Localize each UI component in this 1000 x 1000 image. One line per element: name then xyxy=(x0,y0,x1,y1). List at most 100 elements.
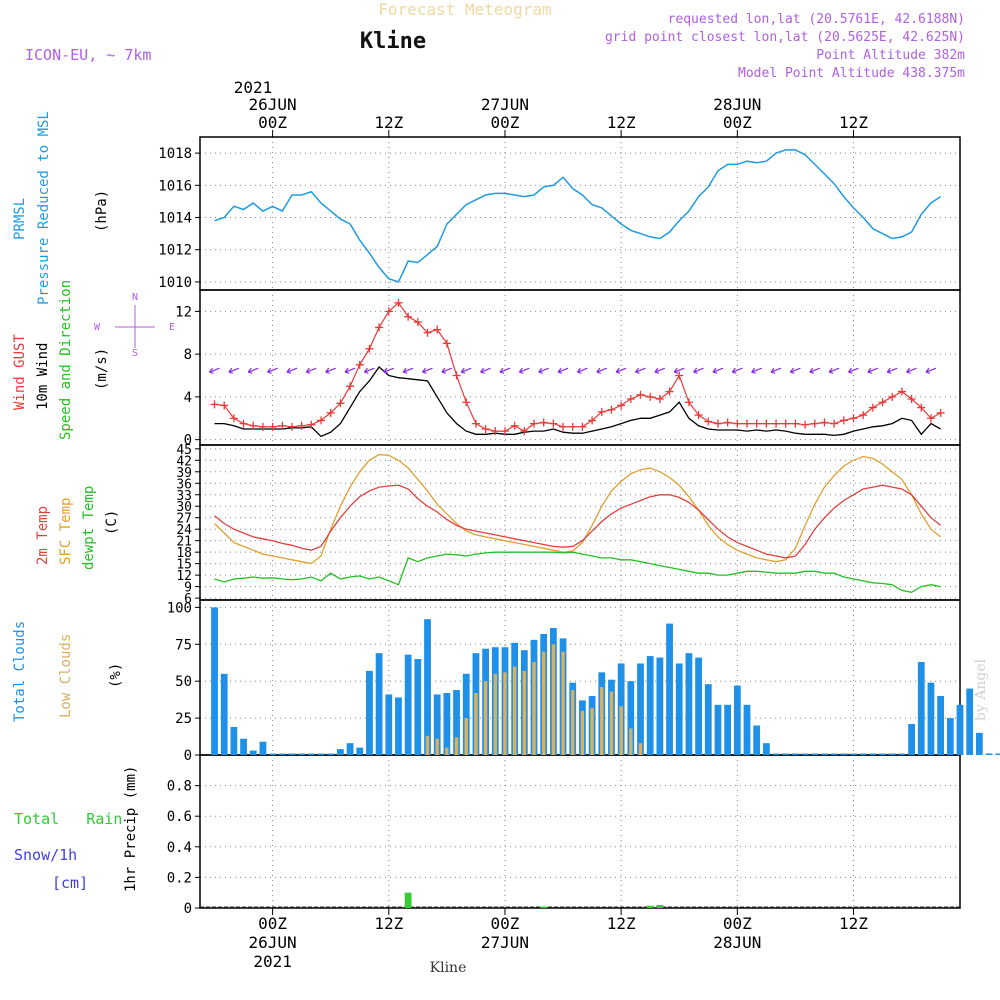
gust-marker xyxy=(258,422,267,431)
wind-arrow xyxy=(712,367,724,374)
y-tick-label: 39 xyxy=(176,466,192,481)
gust-marker xyxy=(752,419,761,428)
y-tick-label: 27 xyxy=(176,512,192,527)
wind-arrow xyxy=(499,367,511,374)
wind-arrow xyxy=(867,367,879,374)
gust-marker xyxy=(249,421,258,430)
gust-marker xyxy=(926,414,935,423)
wind-arrow xyxy=(209,367,220,374)
low-clouds-bar xyxy=(561,651,565,755)
gust-marker xyxy=(307,420,316,429)
y-tick-label: 15 xyxy=(176,558,192,573)
wind-arrow-icon xyxy=(693,367,704,374)
wind-arrow-icon xyxy=(557,367,569,374)
y-tick-label: 0.2 xyxy=(167,870,192,886)
gust-marker xyxy=(897,387,906,396)
wind-arrow-icon xyxy=(925,367,937,374)
total-clouds-bar xyxy=(211,607,218,755)
wind-label: 10m Wind xyxy=(35,343,51,410)
gust-marker xyxy=(917,403,926,412)
total-clouds-bar xyxy=(404,654,412,755)
total-clouds-bar xyxy=(801,753,809,755)
gust-marker xyxy=(394,298,403,307)
total-clouds-bar xyxy=(811,753,819,755)
total-clouds-bar xyxy=(462,673,470,755)
wind-arrow-icon xyxy=(731,367,743,374)
wind-arrow xyxy=(305,367,317,374)
bottom-time-label: 00Z xyxy=(723,914,752,933)
wind-arrow-icon xyxy=(886,367,898,374)
gust-marker xyxy=(510,421,519,430)
gust-marker xyxy=(791,419,800,428)
gust-marker xyxy=(413,318,422,327)
total-clouds-bar xyxy=(830,753,838,755)
gust-marker xyxy=(781,419,790,428)
wind-arrow-icon xyxy=(712,367,724,374)
low-clouds-bar xyxy=(445,747,449,755)
panel-frame xyxy=(199,136,961,291)
precip-unit: 1hr Precip (mm) xyxy=(123,766,139,892)
compass-w: W xyxy=(94,322,101,333)
low-clouds-bar xyxy=(503,672,507,755)
gust-marker xyxy=(326,408,335,417)
gust-marker xyxy=(549,419,558,428)
y-tick-label: 1014 xyxy=(158,211,192,227)
top-time-label: 12Z xyxy=(839,113,868,132)
gust-marker xyxy=(801,420,810,429)
gust-marker xyxy=(607,405,616,414)
wind-arrow xyxy=(344,367,356,374)
temp-unit: (C) xyxy=(104,510,120,535)
total-clouds-bar xyxy=(356,747,364,755)
gust-marker xyxy=(626,395,635,404)
total-clouds-bar xyxy=(966,688,974,755)
wind-arrow xyxy=(925,367,937,374)
gust-marker xyxy=(491,427,500,436)
wind-arrow-icon xyxy=(499,367,511,374)
y-tick-label: 1018 xyxy=(158,146,192,162)
total-clouds-bar xyxy=(792,753,799,755)
gust-marker xyxy=(442,339,451,348)
top-time-label: 00Z xyxy=(723,113,752,132)
top-date-label: 28JUN xyxy=(713,95,761,114)
gust-marker xyxy=(384,307,393,316)
gust-marker xyxy=(655,395,664,404)
wind-arrow-icon xyxy=(770,367,782,374)
pressure-unit: (hPa) xyxy=(94,190,110,232)
total-clouds-bar xyxy=(743,704,751,755)
total-clouds-bar xyxy=(336,749,344,755)
y-tick-label: 45 xyxy=(176,443,192,458)
gust-marker xyxy=(878,398,887,407)
total-clouds-bar xyxy=(685,653,693,755)
total-clouds-bar xyxy=(317,753,325,755)
gust-marker xyxy=(210,400,219,409)
wind-dir-label: Speed and Direction xyxy=(58,280,74,440)
total-clouds-bar xyxy=(433,694,441,755)
y-tick-label: 1010 xyxy=(158,275,192,291)
y-tick-label: 0.8 xyxy=(167,779,192,795)
gust-marker xyxy=(762,419,771,428)
wind-arrow-icon xyxy=(848,367,859,374)
low-clouds-bar xyxy=(619,706,623,755)
rain-bar xyxy=(646,905,654,908)
wind-arrow-icon xyxy=(751,367,762,374)
wind-arrow xyxy=(596,367,608,374)
y-tick-label: 50 xyxy=(175,674,192,690)
requested-coords: requested lon,lat (20.5761E, 42.6188N) xyxy=(668,12,965,27)
total-clouds-bar xyxy=(666,623,673,755)
total-clouds-bar xyxy=(840,753,848,755)
dewpoint-line xyxy=(214,551,941,593)
gust-marker xyxy=(530,419,539,428)
model-altitude: Model Point Altitude 438.375m xyxy=(738,66,965,81)
wind-arrow-icon xyxy=(789,367,801,374)
wind-arrow-icon xyxy=(828,367,840,374)
total-clouds-bar xyxy=(724,704,732,755)
gust-marker xyxy=(568,422,577,431)
total-clouds-bar xyxy=(307,753,315,755)
wind-arrow-icon xyxy=(325,367,336,374)
y-tick-label: 75 xyxy=(175,637,192,653)
total-clouds-bar xyxy=(927,682,935,755)
wind-arrow-icon xyxy=(247,367,259,374)
gust-marker xyxy=(859,411,868,420)
total-clouds-bar xyxy=(278,753,286,755)
low-clouds-bar xyxy=(609,691,614,755)
